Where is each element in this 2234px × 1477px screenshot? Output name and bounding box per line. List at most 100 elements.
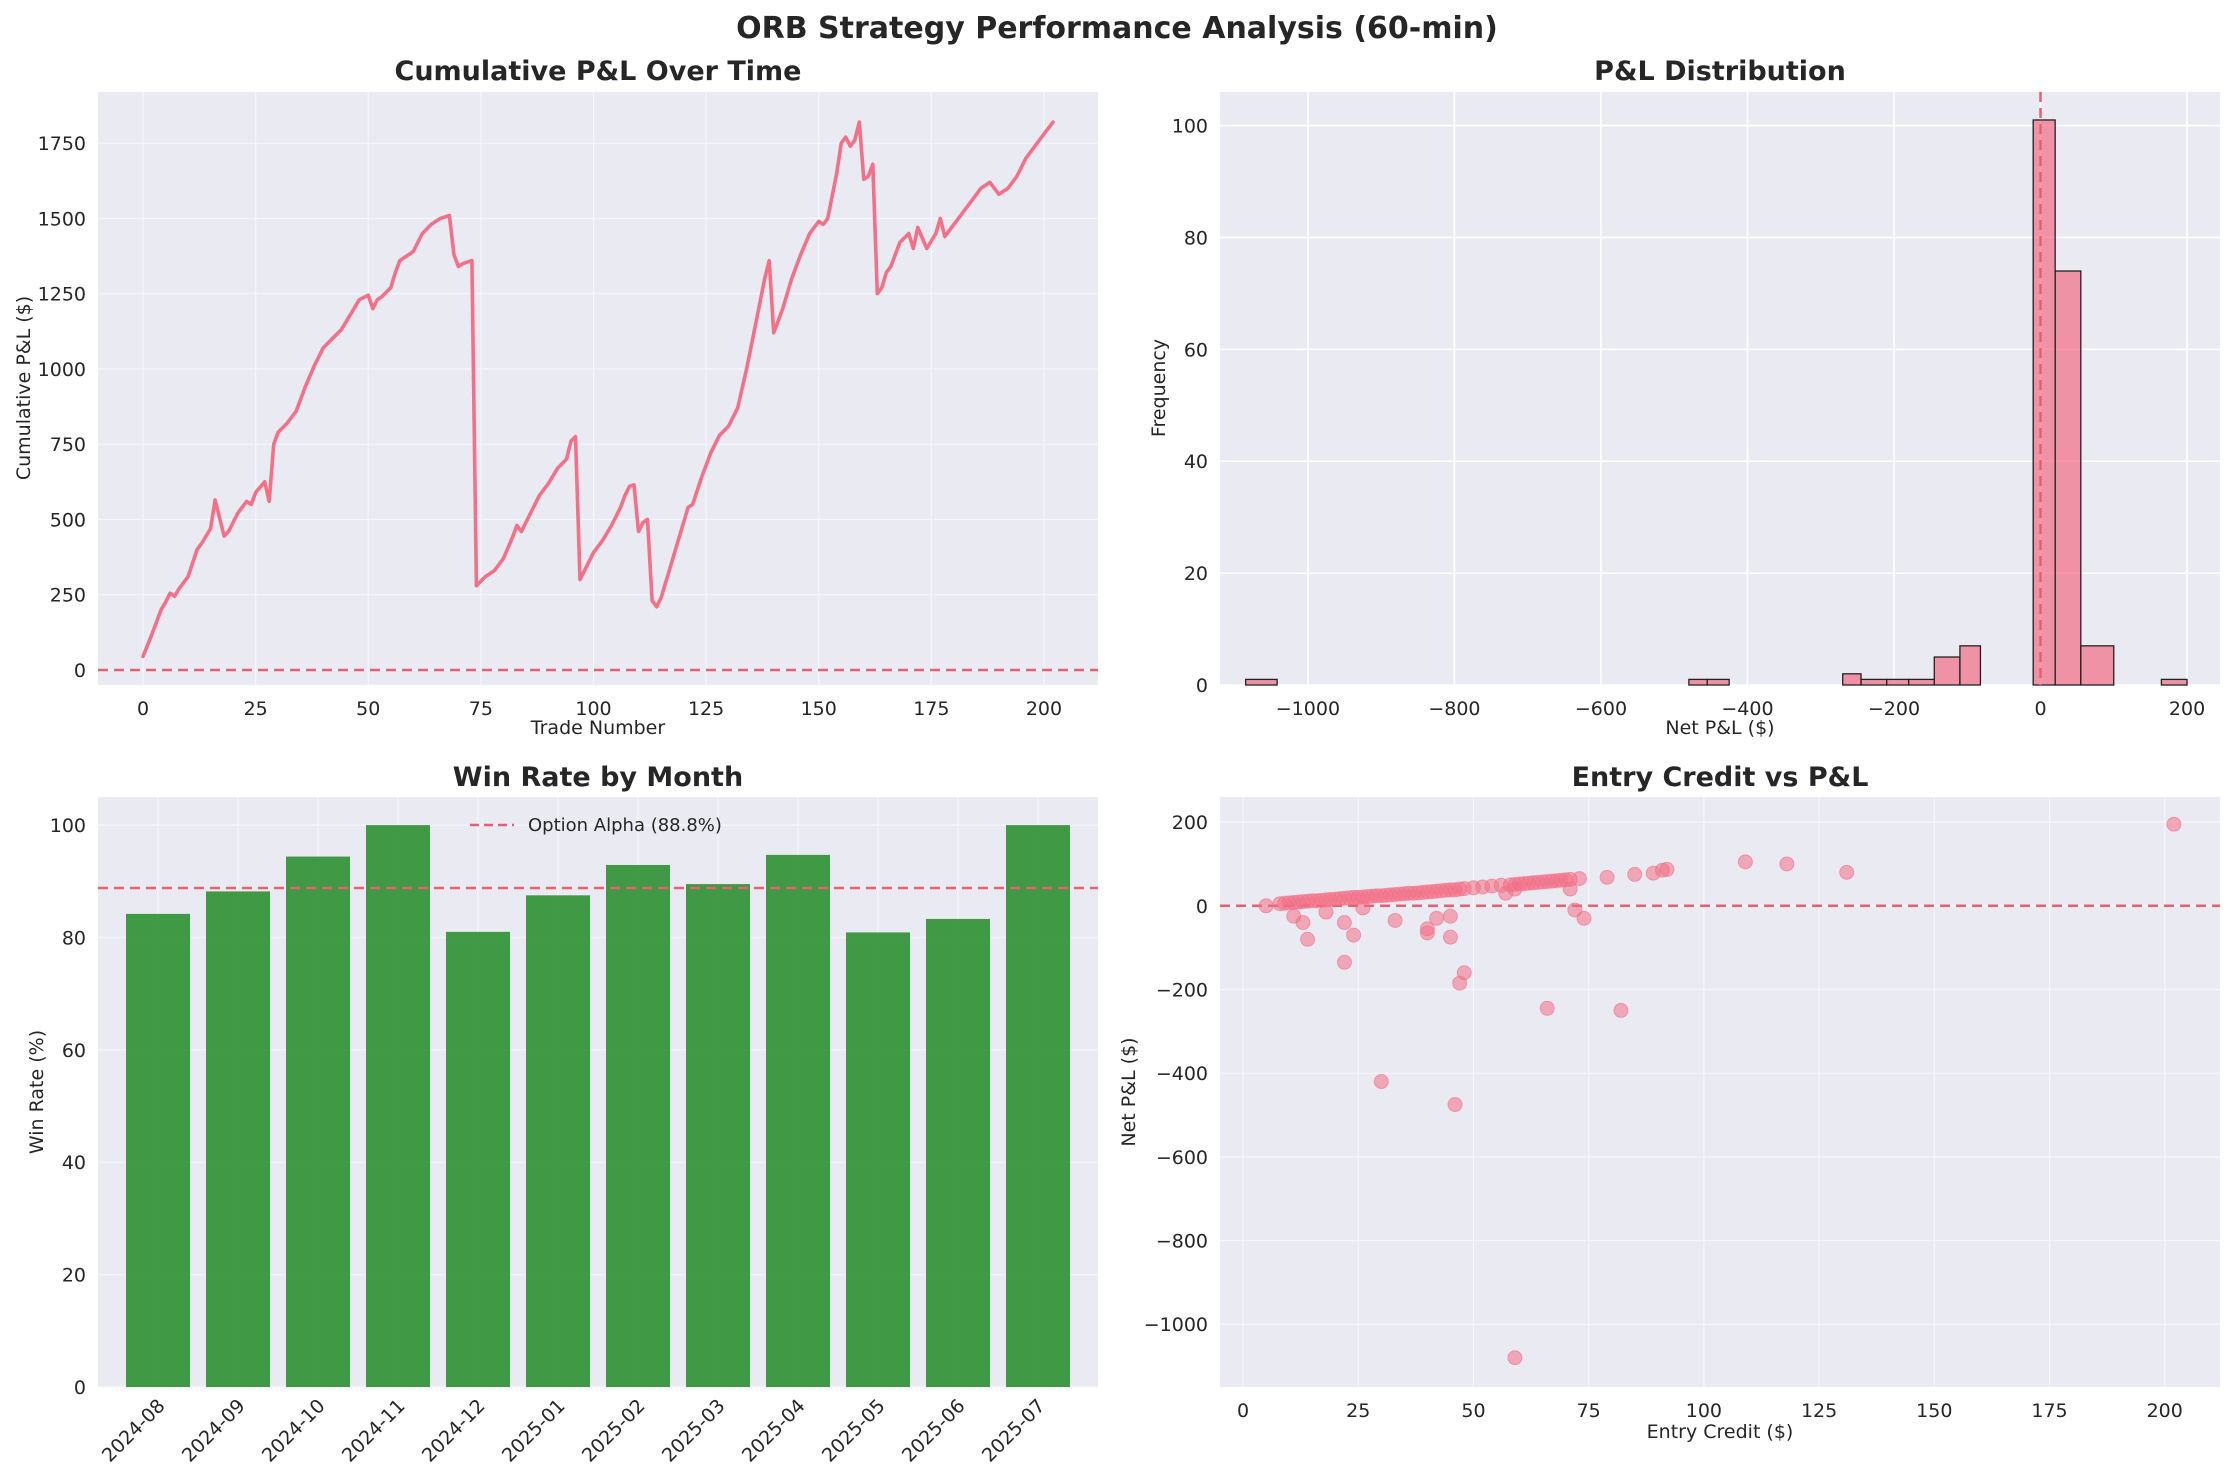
histogram-bar xyxy=(1933,656,1961,686)
y-tick-labels: 0 250 500 750 1000 1250 1500 1750 xyxy=(38,133,86,682)
scatter-point xyxy=(1539,1000,1555,1016)
y-tick-label: −600 xyxy=(1156,1147,1208,1169)
entry-credit-scatter-panel: 0 25 50 75 100 125 150 175 200 −1000 −800 −600 −400… xyxy=(1118,762,2220,1443)
scatter-point xyxy=(1571,871,1587,887)
win-rate-bar xyxy=(286,856,350,1387)
x-tick-label: −1000 xyxy=(1276,698,1340,720)
panel-title: Entry Credit vs P&L xyxy=(1572,762,1869,793)
histogram-bar xyxy=(2080,645,2115,686)
scatter-point xyxy=(1373,1074,1389,1090)
win-rate-bars xyxy=(126,825,1070,1387)
x-tick-label: 0 xyxy=(2034,698,2046,720)
histogram-bar xyxy=(1842,673,1862,686)
win-rate-bar xyxy=(206,891,270,1387)
y-tick-label: 0 xyxy=(1196,675,1208,697)
scatter-point xyxy=(1442,929,1458,945)
x-tick-label: 200 xyxy=(2169,698,2205,720)
x-tick-label: 2025-05 xyxy=(818,1395,890,1467)
y-tick-labels: 0 20 40 60 80 100 xyxy=(50,815,86,1399)
scatter-point xyxy=(1300,931,1316,947)
x-tick-labels: −1000 −800 −600 −400 −200 0 200 xyxy=(1276,698,2205,720)
x-tick-label: 50 xyxy=(356,698,380,720)
x-tick-label: −800 xyxy=(1428,698,1480,720)
x-tick-label: 2024-10 xyxy=(258,1395,330,1467)
x-tick-labels: 2024-08 2024-09 2024-10 2024-11 2024-12 2025-… xyxy=(98,1395,1050,1467)
histogram-bar xyxy=(1886,678,1910,686)
x-tick-label: 75 xyxy=(469,698,493,720)
scatter-point xyxy=(1429,910,1445,926)
y-axis-label: Win Rate (%) xyxy=(26,1030,48,1154)
x-tick-label: 200 xyxy=(2147,1400,2183,1422)
legend: Option Alpha (88.8%) xyxy=(470,815,722,836)
panel-title: Cumulative P&L Over Time xyxy=(395,56,802,87)
histogram-bars xyxy=(1244,119,2188,686)
figure-title: ORB Strategy Performance Analysis (60-mi… xyxy=(736,11,1498,46)
win-rate-bar xyxy=(606,864,670,1387)
y-tick-labels: 0 20 40 60 80 100 xyxy=(1172,116,1208,697)
legend-label: Option Alpha (88.8%) xyxy=(528,815,722,836)
y-tick-label: 200 xyxy=(1172,812,1208,834)
x-tick-label: 25 xyxy=(1346,1400,1370,1422)
y-tick-label: 500 xyxy=(50,509,86,531)
scatter-point xyxy=(1336,915,1352,931)
x-tick-labels: 0 25 50 75 100 125 150 175 200 xyxy=(1237,1400,2183,1422)
scatter-points xyxy=(1258,816,2182,1366)
x-tick-label: 2025-01 xyxy=(498,1395,570,1467)
y-tick-label: −1000 xyxy=(1144,1314,1208,1336)
scatter-point xyxy=(1839,864,1855,880)
x-tick-label: −200 xyxy=(1868,698,1920,720)
scatter-point xyxy=(1295,915,1311,931)
scatter-point xyxy=(1507,1350,1523,1366)
win-rate-bar xyxy=(686,884,750,1387)
pnl-distribution-panel: −1000 −800 −600 −400 −200 0 200 0 20 40 60 80 100 P… xyxy=(1148,56,2220,739)
scatter-point xyxy=(1355,900,1371,916)
histogram-bar xyxy=(1706,678,1730,686)
plot-area xyxy=(98,92,1098,685)
plot-area xyxy=(1220,797,2220,1387)
histogram-bar xyxy=(1860,678,1888,686)
x-tick-label: 2025-04 xyxy=(738,1395,810,1467)
x-axis-label: Net P&L ($) xyxy=(1665,717,1774,739)
x-tick-label: 2024-09 xyxy=(178,1395,250,1467)
x-tick-labels: 0 25 50 75 100 125 150 175 200 xyxy=(137,698,1062,720)
x-tick-label: 150 xyxy=(801,698,837,720)
x-tick-label: 100 xyxy=(575,698,611,720)
y-tick-label: 0 xyxy=(74,660,86,682)
scatter-point xyxy=(1387,912,1403,928)
y-tick-label: 1500 xyxy=(38,208,86,230)
y-tick-label: 40 xyxy=(62,1152,86,1174)
histogram-bar xyxy=(1688,678,1708,686)
x-tick-label: 2025-06 xyxy=(898,1395,970,1467)
y-axis-label: Cumulative P&L ($) xyxy=(13,296,35,480)
y-axis-label: Net P&L ($) xyxy=(1118,1037,1140,1146)
y-tick-label: 0 xyxy=(74,1377,86,1399)
x-tick-label: 175 xyxy=(2031,1400,2067,1422)
x-tick-label: 2025-03 xyxy=(658,1395,730,1467)
scatter-point xyxy=(1419,925,1435,941)
y-tick-label: 1000 xyxy=(38,359,86,381)
y-tick-label: 0 xyxy=(1196,896,1208,918)
y-tick-label: 20 xyxy=(62,1265,86,1287)
y-tick-label: −400 xyxy=(1156,1063,1208,1085)
x-tick-label: 125 xyxy=(1801,1400,1837,1422)
scatter-point xyxy=(1659,861,1675,877)
win-rate-bar xyxy=(366,825,430,1387)
x-tick-label: 2025-02 xyxy=(578,1395,650,1467)
panel-title: Win Rate by Month xyxy=(453,762,743,793)
scatter-point xyxy=(1336,954,1352,970)
scatter-point xyxy=(1447,1097,1463,1113)
y-tick-label: 80 xyxy=(62,927,86,949)
x-tick-label: 2025-07 xyxy=(978,1395,1050,1467)
scatter-point xyxy=(1346,927,1362,943)
y-axis-label: Frequency xyxy=(1148,339,1170,437)
cumulative-pnl-panel: 0 25 50 75 100 125 150 175 200 0 250 500 750 1000 125… xyxy=(13,56,1098,739)
histogram-bar xyxy=(1244,678,1278,686)
win-rate-panel: 2024-08 2024-09 2024-10 2024-11 2024-12 2025-… xyxy=(26,762,1098,1467)
x-tick-label: 0 xyxy=(137,698,149,720)
y-tick-label: −800 xyxy=(1156,1231,1208,1253)
x-tick-label: 75 xyxy=(1577,1400,1601,1422)
panel-title: P&L Distribution xyxy=(1594,56,1846,87)
y-tick-label: 1750 xyxy=(38,133,86,155)
win-rate-bar xyxy=(766,854,830,1387)
win-rate-bar xyxy=(446,931,510,1387)
